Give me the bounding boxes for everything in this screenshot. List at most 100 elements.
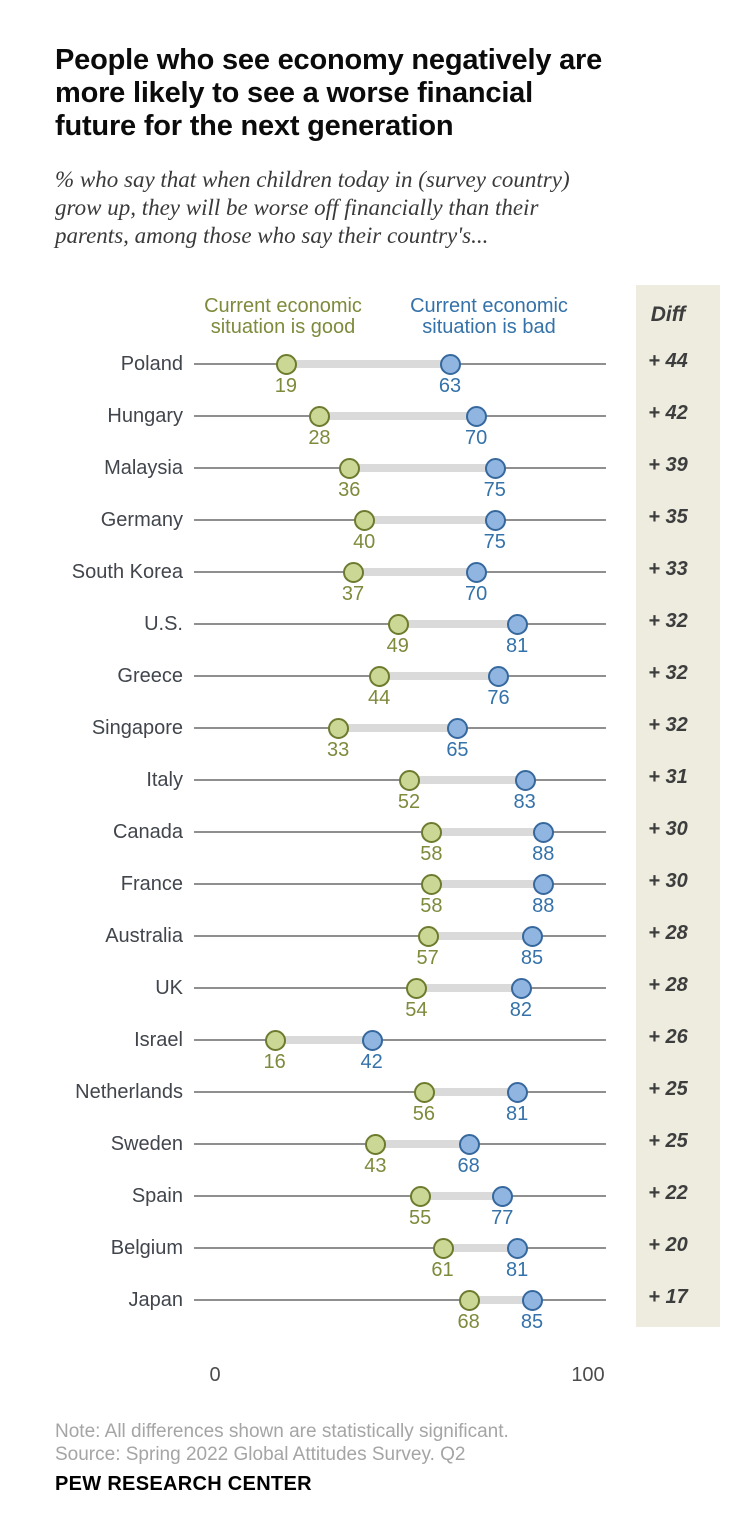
bad-dot — [507, 1082, 529, 1103]
country-row: Australia 57 85 + 28 — [0, 910, 739, 969]
good-value-label: 43 — [364, 1155, 387, 1177]
chart-note: Note: All differences shown are statisti… — [55, 1421, 509, 1442]
country-row: Germany 40 75 + 35 — [0, 494, 739, 553]
diff-value-label: + 22 — [648, 1182, 688, 1204]
country-label: Spain — [131, 1185, 183, 1207]
good-dot — [458, 1290, 480, 1311]
country-row: Poland 19 63 + 44 — [0, 338, 739, 397]
country-label: Singapore — [91, 717, 183, 739]
pew-research-center-wordmark: PEW RESEARCH CENTER — [55, 1473, 312, 1495]
diff-value-label: + 44 — [648, 350, 688, 372]
country-row: Italy 52 83 + 31 — [0, 754, 739, 813]
good-dot — [354, 510, 376, 531]
row-axis-line — [194, 883, 606, 885]
country-row: Greece 44 76 + 32 — [0, 650, 739, 709]
country-label: Hungary — [107, 405, 183, 427]
row-axis-line — [194, 1195, 606, 1197]
bad-dot — [492, 1186, 514, 1207]
row-axis-line — [194, 1091, 606, 1093]
good-value-label: 33 — [326, 739, 350, 761]
good-value-label: 52 — [397, 791, 421, 813]
country-row: Singapore 33 65 + 32 — [0, 702, 739, 761]
country-label: Israel — [134, 1029, 183, 1051]
good-value-label: 54 — [405, 999, 428, 1021]
diff-value-label: + 30 — [648, 818, 688, 840]
good-dot — [421, 874, 443, 895]
bad-dot — [484, 510, 506, 531]
country-row: France 58 88 + 30 — [0, 858, 739, 917]
bad-dot — [466, 406, 488, 427]
country-row: Israel 16 42 + 26 — [0, 1014, 739, 1073]
good-value-label: 19 — [274, 375, 297, 397]
good-dot — [365, 1134, 387, 1155]
good-dot — [406, 978, 428, 999]
good-value-label: 36 — [338, 479, 361, 501]
dumbbell-connector — [423, 1088, 518, 1096]
good-dot — [410, 1186, 432, 1207]
bad-dot — [466, 562, 488, 583]
bad-dot — [488, 666, 510, 687]
row-axis-line — [194, 987, 606, 989]
bad-dot — [514, 770, 536, 791]
country-row: Belgium 61 81 + 20 — [0, 1222, 739, 1281]
country-label: U.S. — [144, 613, 183, 635]
dumbbell-connector — [442, 1244, 518, 1252]
bad-dot — [510, 978, 532, 999]
diff-value-label: + 39 — [648, 454, 688, 476]
bad-dot — [533, 874, 555, 895]
bad-dot — [507, 1238, 529, 1259]
good-value-label: 58 — [420, 843, 443, 865]
diff-value-label: + 32 — [648, 610, 688, 632]
good-dot — [309, 406, 331, 427]
row-axis-line — [194, 831, 606, 833]
row-axis-line — [194, 935, 606, 937]
bad-dot — [484, 458, 506, 479]
good-value-label: 49 — [386, 635, 409, 657]
bad-value-label: 77 — [491, 1207, 514, 1229]
diff-value-label: + 17 — [648, 1286, 688, 1308]
country-row: Malaysia 36 75 + 39 — [0, 442, 739, 501]
country-row: Sweden 43 68 + 25 — [0, 1118, 739, 1177]
diff-value-label: + 35 — [648, 506, 688, 528]
dumbbell-connector — [319, 412, 477, 420]
bad-dot — [522, 1290, 544, 1311]
good-dot — [421, 822, 443, 843]
dumbbell-connector — [285, 360, 450, 368]
bad-value-label: 81 — [506, 635, 529, 657]
dumbbell-connector — [468, 1296, 533, 1304]
good-value-label: 57 — [416, 947, 439, 969]
diff-value-label: + 32 — [648, 662, 688, 684]
bad-value-label: 42 — [360, 1051, 383, 1073]
diff-value-label: + 28 — [648, 974, 688, 996]
diff-column-header: Diff — [650, 303, 686, 326]
good-value-label: 40 — [353, 531, 376, 553]
diff-value-label: + 20 — [648, 1234, 688, 1256]
bad-value-label: 70 — [464, 583, 488, 605]
x-axis-tick-100: 100 — [571, 1364, 605, 1386]
country-label: Malaysia — [104, 457, 183, 479]
good-value-label: 58 — [420, 895, 443, 917]
good-dot — [264, 1030, 286, 1051]
good-dot — [387, 614, 409, 635]
diff-value-label: + 31 — [648, 766, 688, 788]
good-value-label: 28 — [308, 427, 331, 449]
dumbbell-connector — [364, 516, 495, 524]
diff-value-label: + 25 — [648, 1130, 688, 1152]
bad-value-label: 81 — [506, 1259, 529, 1281]
bad-dot — [439, 354, 461, 375]
country-label: Canada — [112, 821, 183, 843]
legend-bad-series: Current economic situation is bad — [410, 295, 568, 338]
country-row: South Korea 37 70 + 33 — [0, 546, 739, 605]
dumbbell-connector — [420, 1192, 503, 1200]
row-axis-line — [194, 1247, 606, 1249]
country-label: Greece — [117, 665, 183, 687]
diff-value-label: + 32 — [648, 714, 688, 736]
good-dot — [398, 770, 420, 791]
country-label: Italy — [146, 769, 183, 791]
country-row: Canada 58 88 + 30 — [0, 806, 739, 865]
country-label: Germany — [100, 509, 183, 531]
country-label: Netherlands — [75, 1081, 183, 1103]
dumbbell-connector — [416, 984, 521, 992]
diff-value-label: + 28 — [648, 922, 688, 944]
